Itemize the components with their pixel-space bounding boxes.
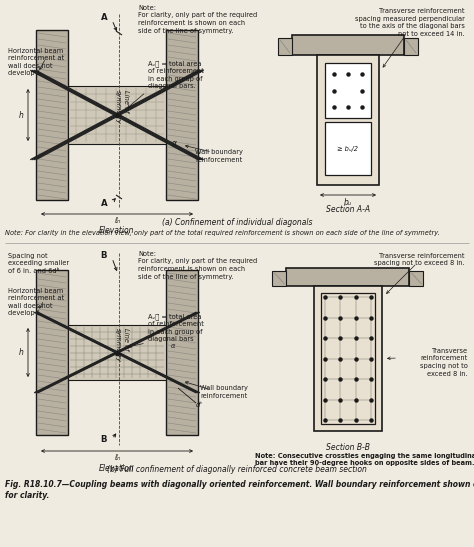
Text: Horizontal beam
reinforcement at
wall does not
develop fᵧ: Horizontal beam reinforcement at wall do… bbox=[8, 288, 64, 317]
Text: Line of
symmetry: Line of symmetry bbox=[115, 328, 129, 362]
Text: Note:
For clarity, only part of the required
reinforcement is shown on each
side: Note: For clarity, only part of the requ… bbox=[138, 251, 257, 280]
Text: Fig. R18.10.7—Coupling beams with diagonally oriented reinforcement. Wall bounda: Fig. R18.10.7—Coupling beams with diagon… bbox=[5, 480, 474, 500]
Text: h: h bbox=[19, 348, 24, 357]
Text: Aᵥᵯ = total area
of reinforcement
in each group of
diagonal bars.: Aᵥᵯ = total area of reinforcement in eac… bbox=[148, 60, 204, 89]
Text: bᵤ: bᵤ bbox=[344, 198, 352, 207]
Text: Note:
For clarity, only part of the required
reinforcement is shown on each
side: Note: For clarity, only part of the requ… bbox=[138, 5, 257, 33]
Bar bbox=[36, 270, 68, 435]
Bar bbox=[317, 55, 379, 185]
Text: Transverse
reinforcement
spacing not to
exceed 8 in.: Transverse reinforcement spacing not to … bbox=[420, 348, 468, 376]
Text: α: α bbox=[171, 343, 175, 349]
Text: (b) Full confinement of diagonally reinforced concrete beam section: (b) Full confinement of diagonally reinf… bbox=[107, 465, 367, 474]
Text: Section B-B: Section B-B bbox=[326, 443, 370, 452]
Text: (a) Confinement of individual diagonals: (a) Confinement of individual diagonals bbox=[162, 218, 312, 227]
Bar bbox=[410, 271, 423, 286]
Text: Transverse reinforcement
spacing measured perpendicular
to the axis of the diago: Transverse reinforcement spacing measure… bbox=[355, 8, 465, 37]
Text: Spacing not
exceeding smaller
of 6 in. and 6dᵇ: Spacing not exceeding smaller of 6 in. a… bbox=[8, 253, 69, 274]
Bar bbox=[292, 35, 404, 55]
Text: Note: For clarity in the elevation view, only part of the total required reinfor: Note: For clarity in the elevation view,… bbox=[5, 230, 440, 236]
Bar bbox=[166, 30, 198, 200]
Text: Line of
symmetry: Line of symmetry bbox=[115, 90, 129, 123]
Bar bbox=[68, 86, 166, 144]
Text: ℓₙ: ℓₙ bbox=[114, 453, 120, 462]
Text: Horizontal beam
reinforcement at
wall does not
develop fᵧ: Horizontal beam reinforcement at wall do… bbox=[8, 48, 64, 77]
Bar bbox=[273, 271, 286, 286]
Text: A: A bbox=[100, 14, 107, 22]
Bar bbox=[314, 286, 382, 431]
Bar bbox=[68, 325, 166, 380]
Bar bbox=[325, 63, 371, 118]
Text: Note: Consecutive crossties engaging the same longitudinal
bar have their 90-deg: Note: Consecutive crossties engaging the… bbox=[255, 453, 474, 467]
Bar bbox=[325, 122, 371, 175]
Text: A: A bbox=[100, 199, 107, 207]
Bar bbox=[166, 270, 198, 435]
Text: Elevation: Elevation bbox=[99, 464, 135, 473]
Bar bbox=[404, 38, 418, 55]
Text: Aᵥᵯ = total area
of reinforcement
in each group of
diagonal bars: Aᵥᵯ = total area of reinforcement in eac… bbox=[148, 313, 204, 342]
Text: B: B bbox=[101, 252, 107, 260]
Text: Wall boundary
reinforcement: Wall boundary reinforcement bbox=[200, 385, 248, 399]
Text: dᵇ: dᵇ bbox=[196, 402, 203, 408]
Text: ≥ bᵤ/2: ≥ bᵤ/2 bbox=[337, 146, 358, 152]
Bar bbox=[286, 268, 410, 286]
Bar bbox=[278, 38, 292, 55]
Bar bbox=[36, 30, 68, 200]
Bar bbox=[321, 293, 375, 424]
Text: B: B bbox=[101, 435, 107, 445]
Text: ℓₙ: ℓₙ bbox=[114, 216, 120, 225]
Text: Wall boundary
reinforcement: Wall boundary reinforcement bbox=[195, 149, 243, 162]
Text: Transverse reinforcement
spacing not to exceed 8 in.: Transverse reinforcement spacing not to … bbox=[374, 253, 465, 266]
Text: Elevation: Elevation bbox=[99, 226, 135, 235]
Text: α: α bbox=[172, 139, 177, 148]
Text: Section A-A: Section A-A bbox=[326, 205, 370, 214]
Text: h: h bbox=[19, 110, 24, 119]
